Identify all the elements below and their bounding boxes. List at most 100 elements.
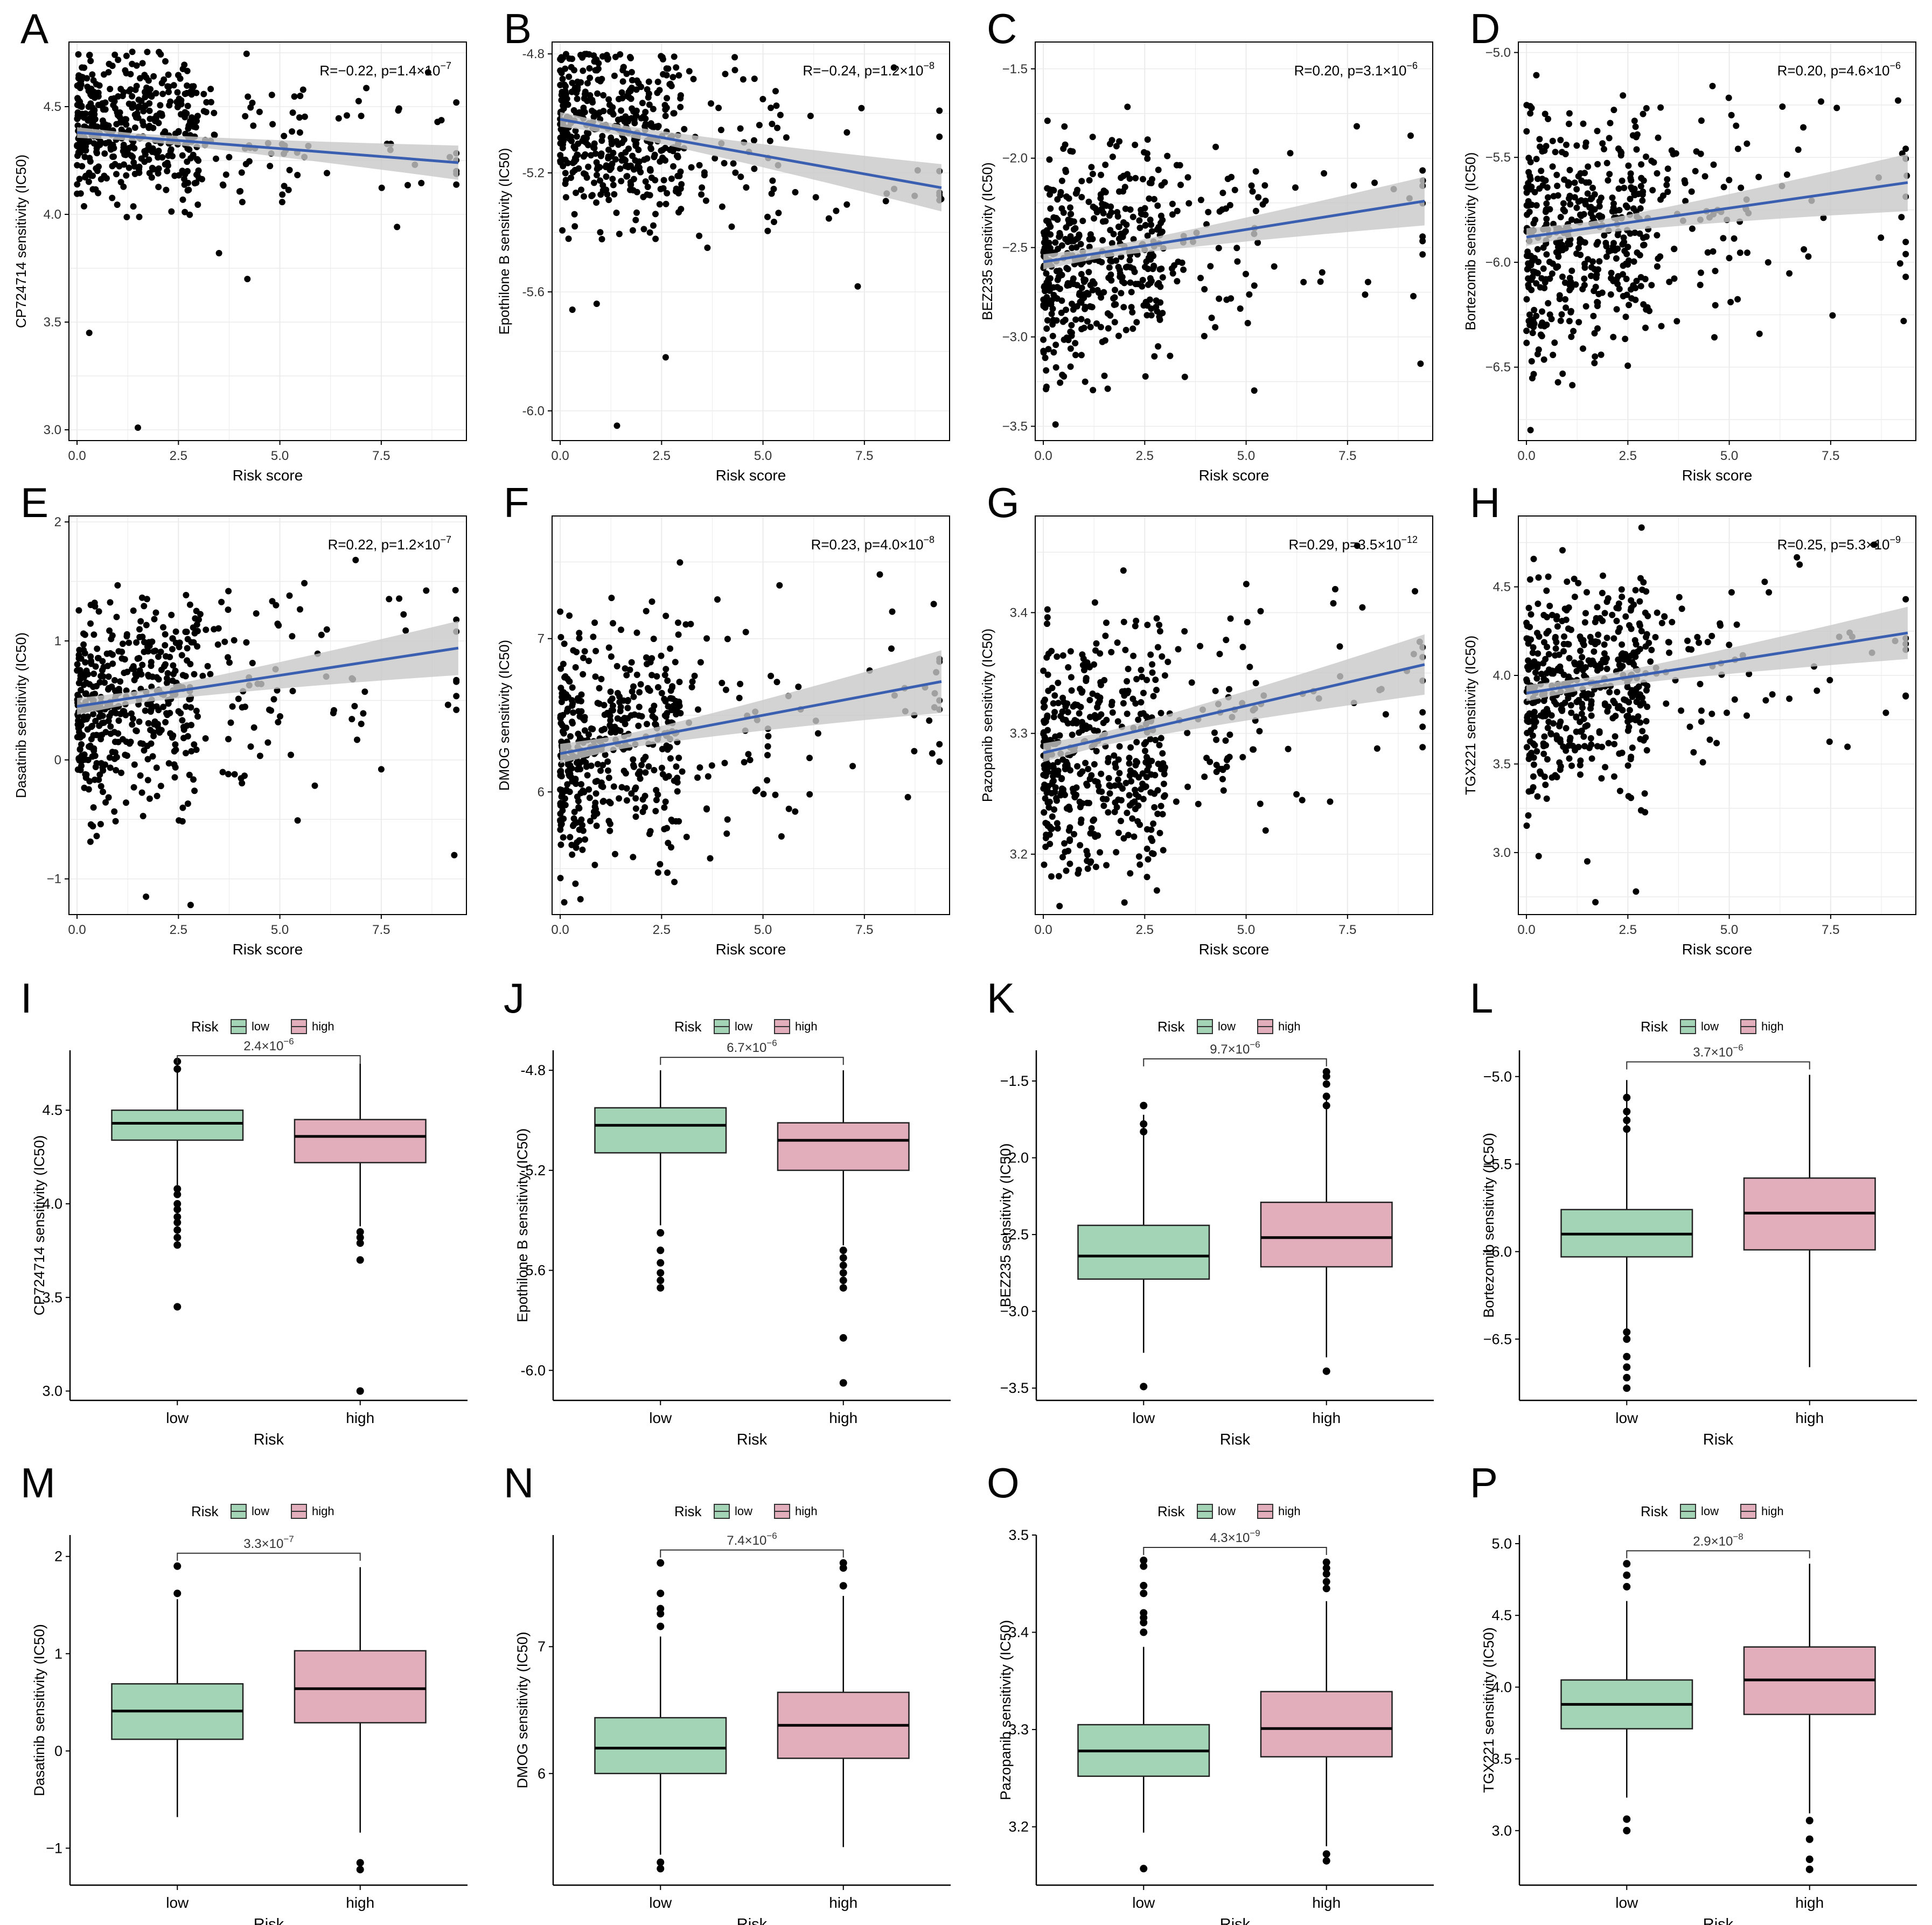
scatter-point bbox=[1061, 336, 1068, 343]
scatter-point bbox=[296, 114, 303, 121]
x-tick-label: 2.5 bbox=[1619, 449, 1637, 463]
scatter-point bbox=[1543, 215, 1550, 222]
outlier-point bbox=[173, 1226, 182, 1234]
scatter-point bbox=[160, 703, 167, 710]
scatter-point bbox=[1535, 270, 1541, 277]
scatter-point bbox=[74, 181, 81, 188]
scatter-point bbox=[587, 818, 594, 825]
scatter-point bbox=[1611, 741, 1618, 748]
annotation-exponent: −9 bbox=[1889, 534, 1901, 545]
scatter-point bbox=[87, 158, 94, 165]
scatter-point bbox=[785, 805, 792, 812]
scatter-point bbox=[1077, 298, 1084, 305]
scatter-point bbox=[1591, 330, 1598, 337]
scatter-point bbox=[1223, 637, 1230, 644]
scatter-point bbox=[82, 174, 89, 181]
scatter-point bbox=[594, 67, 601, 74]
y-tick-label: 3.2 bbox=[1008, 1819, 1029, 1835]
scatter-point bbox=[183, 703, 190, 710]
scatter-point bbox=[1142, 222, 1149, 229]
y-tick-label: 4.5 bbox=[42, 1102, 62, 1118]
scatter-point bbox=[1173, 162, 1180, 169]
scatter-point bbox=[1601, 232, 1608, 239]
x-tick-label: 7.5 bbox=[855, 449, 873, 463]
scatter-point bbox=[608, 595, 615, 602]
scatter-point bbox=[1706, 736, 1713, 743]
scatter-point bbox=[1139, 673, 1146, 680]
scatter-point bbox=[1530, 761, 1537, 768]
y-tick-label: −1.5 bbox=[1002, 62, 1028, 76]
scatter-point bbox=[193, 89, 200, 96]
scatter-point bbox=[1113, 143, 1120, 150]
scatter-point bbox=[1118, 290, 1125, 297]
scatter-point bbox=[585, 163, 592, 170]
scatter-point bbox=[1212, 324, 1219, 331]
scatter-point bbox=[1689, 225, 1696, 232]
scatter-point bbox=[1133, 738, 1140, 745]
scatter-point bbox=[578, 186, 584, 193]
scatter-point bbox=[1607, 120, 1614, 127]
scatter-point bbox=[708, 762, 715, 769]
outlier-point bbox=[1322, 1564, 1330, 1572]
scatter-point bbox=[1602, 764, 1609, 771]
outlier-point bbox=[173, 1200, 182, 1208]
scatter-point bbox=[564, 768, 571, 775]
scatter-point bbox=[89, 172, 96, 179]
scatter-point bbox=[1533, 156, 1540, 163]
scatter-point bbox=[641, 123, 648, 130]
scatter-point bbox=[1525, 755, 1532, 762]
scatter-point bbox=[111, 161, 118, 168]
scatter-point bbox=[618, 107, 624, 114]
annotation-r: R=−0.22, p=1.4×10 bbox=[319, 62, 440, 79]
scatter-point bbox=[83, 140, 89, 147]
scatter-point bbox=[394, 224, 401, 231]
scatter-point bbox=[225, 771, 232, 778]
p-value-exponent: −9 bbox=[1250, 1528, 1260, 1538]
scatter-point bbox=[1174, 278, 1181, 285]
scatter-point bbox=[1632, 587, 1639, 594]
scatter-point bbox=[268, 707, 275, 714]
y-axis-title: TGX221 sensitivity (IC50) bbox=[1462, 636, 1478, 795]
scatter-point bbox=[1088, 772, 1095, 779]
scatter-point bbox=[719, 680, 726, 686]
scatter-point bbox=[1093, 320, 1100, 327]
scatter-point bbox=[557, 810, 564, 817]
scatter-point bbox=[1041, 734, 1048, 741]
scatter-point bbox=[1317, 278, 1324, 285]
scatter-point bbox=[610, 620, 616, 627]
scatter-point bbox=[1638, 161, 1645, 168]
scatter-point bbox=[1582, 723, 1589, 730]
scatter-point bbox=[1151, 353, 1158, 360]
scatter-point bbox=[696, 162, 703, 169]
scatter-point bbox=[1581, 282, 1588, 289]
scatter-point bbox=[225, 606, 232, 613]
scatter-point bbox=[1594, 298, 1601, 305]
scatter-point bbox=[1708, 632, 1715, 639]
scatter-point bbox=[1526, 624, 1533, 631]
scatter-point bbox=[1321, 170, 1328, 177]
scatter-point bbox=[1578, 727, 1585, 734]
scatter-point bbox=[107, 723, 114, 730]
scatter-point bbox=[1543, 200, 1550, 207]
p-value-base: 2.4×10 bbox=[243, 1039, 283, 1054]
scatter-point bbox=[1734, 296, 1741, 303]
scatter-point bbox=[708, 100, 714, 107]
scatter-point bbox=[97, 712, 104, 719]
scatter-point bbox=[1233, 245, 1240, 252]
scatter-point bbox=[714, 596, 721, 603]
scatter-point bbox=[1050, 187, 1057, 194]
scatter-point bbox=[152, 115, 159, 122]
box-high bbox=[1260, 1558, 1393, 1865]
scatter-point bbox=[101, 679, 108, 686]
scatter-point bbox=[289, 688, 296, 694]
scatter-point bbox=[1047, 275, 1054, 282]
scatter-point bbox=[131, 111, 138, 118]
scatter-point bbox=[1220, 787, 1227, 794]
scatter-point bbox=[1327, 798, 1334, 805]
scatter-point bbox=[741, 759, 748, 766]
legend-label-low: low bbox=[1218, 1504, 1236, 1518]
scatter-point bbox=[114, 111, 121, 118]
scatter-point bbox=[597, 767, 604, 774]
scatter-point bbox=[1108, 648, 1115, 655]
scatter-point bbox=[1066, 836, 1073, 843]
